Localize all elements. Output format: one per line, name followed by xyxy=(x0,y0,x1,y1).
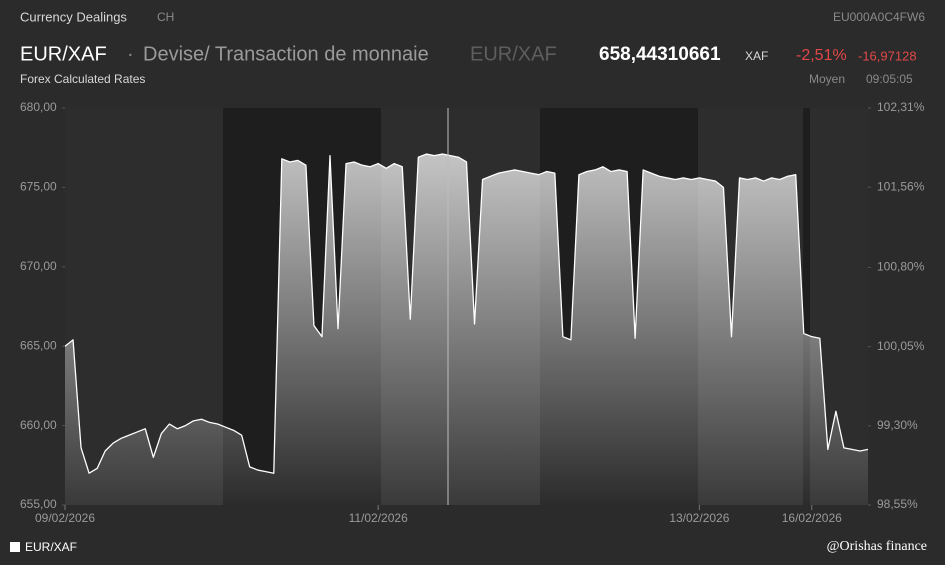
change-abs: -16,97128 xyxy=(858,48,917,63)
price-type: Moyen xyxy=(809,72,845,86)
x-tick-label: 09/02/2026 xyxy=(35,511,95,525)
y-tick-label: 655,00 xyxy=(20,497,57,511)
source: Forex Calculated Rates xyxy=(20,72,145,86)
y-tick-label: 670,00 xyxy=(20,259,57,273)
y-tick-label: 660,00 xyxy=(20,418,57,432)
y-tick-label: 680,00 xyxy=(20,100,57,114)
currency: XAF xyxy=(745,49,768,63)
session-band xyxy=(803,108,810,505)
x-tick-label: 16/02/2026 xyxy=(782,511,842,525)
separator: · xyxy=(127,43,134,65)
y2-tick-label: 98,55% xyxy=(877,497,918,511)
line xyxy=(64,153,869,474)
price: 658,44310661 xyxy=(599,44,721,65)
section: Currency Dealings xyxy=(20,9,127,24)
y-tick-label: 675,00 xyxy=(20,180,57,194)
y2-tick-label: 102,31% xyxy=(877,100,925,114)
y2-tick-label: 101,56% xyxy=(877,179,925,193)
time: 09:05:05 xyxy=(866,72,913,86)
symbol: EUR/XAF xyxy=(20,43,107,65)
country: CH xyxy=(157,10,174,24)
plot xyxy=(64,153,869,506)
x-tick-label: 13/02/2026 xyxy=(669,511,729,525)
change-pct: -2,51% xyxy=(796,47,847,64)
y2-tick-label: 99,30% xyxy=(877,418,918,432)
isin: EU000A0C4FW6 xyxy=(833,10,925,24)
credit: @Orishas finance xyxy=(827,539,927,554)
area xyxy=(65,154,868,506)
legend-swatch xyxy=(10,542,20,552)
y2-tick-label: 100,05% xyxy=(877,339,925,353)
x-tick-label: 11/02/2026 xyxy=(349,511,408,525)
y2-tick-label: 100,80% xyxy=(877,260,925,274)
y-tick-label: 665,00 xyxy=(20,338,57,352)
legend-label: EUR/XAF xyxy=(25,540,77,554)
description: Devise/ Transaction de monnaie xyxy=(143,43,429,65)
symbol-alt: EUR/XAF xyxy=(470,43,557,65)
